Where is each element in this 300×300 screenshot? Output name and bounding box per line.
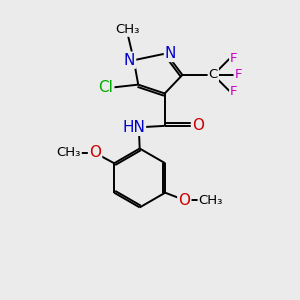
Text: F: F (230, 52, 238, 65)
Text: O: O (89, 146, 101, 160)
Text: Cl: Cl (98, 80, 113, 95)
Text: N: N (165, 46, 176, 61)
Text: F: F (230, 85, 238, 98)
Text: O: O (192, 118, 204, 134)
Text: CH₃: CH₃ (199, 194, 223, 207)
Text: CH₃: CH₃ (56, 146, 81, 159)
Text: F: F (235, 68, 242, 81)
Text: C: C (209, 68, 218, 81)
Text: O: O (178, 193, 190, 208)
Text: HN: HN (122, 120, 145, 135)
Text: CH₃: CH₃ (116, 23, 140, 36)
Text: N: N (124, 53, 135, 68)
